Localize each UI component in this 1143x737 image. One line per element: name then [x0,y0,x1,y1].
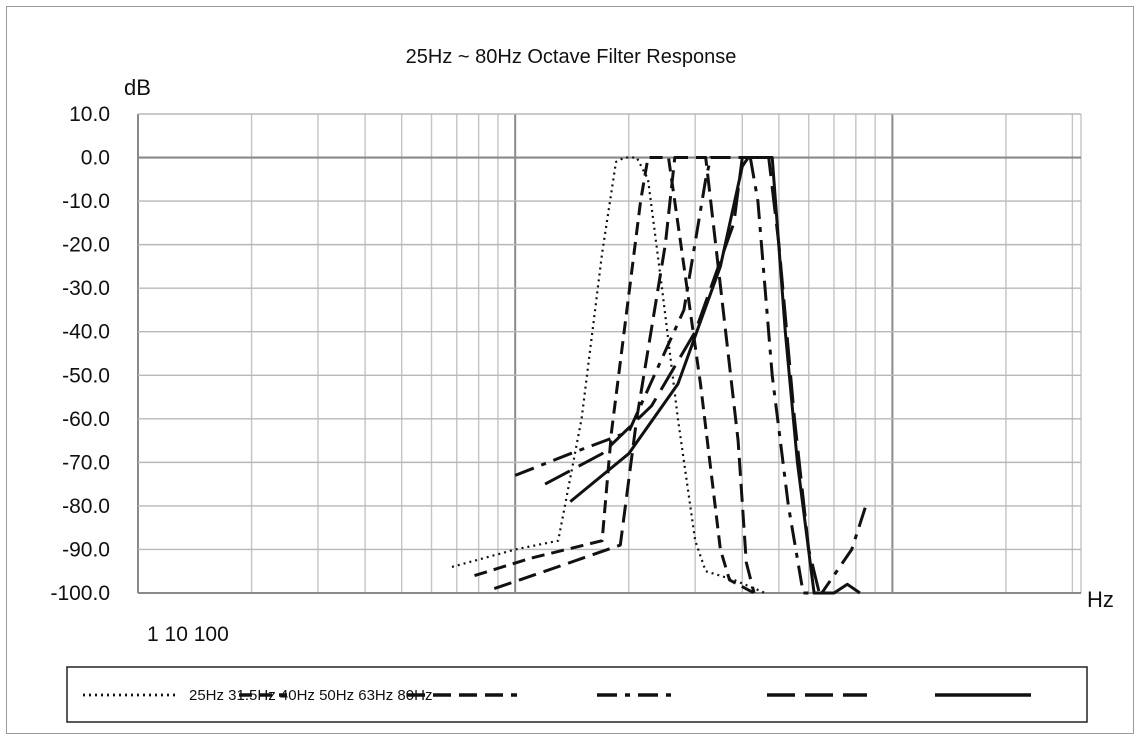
y-tick-label: -40.0 [62,321,110,344]
series-line-80hz [569,156,861,595]
series-line-25hz [451,156,766,595]
y-tick-label: -70.0 [62,451,110,474]
series-line-63hz [544,156,821,594]
y-tick-label: -20.0 [62,234,110,257]
y-axis-label: dB [124,75,151,100]
y-tick-label: -100.0 [50,582,110,605]
y-tick-label: 0.0 [81,147,110,170]
y-tick-label: -60.0 [62,408,110,431]
y-tick-label: -10.0 [62,190,110,213]
y-tick-labels: 10.0 0.0 -10.0 -20.0 -30.0 -40.0 -50.0 -60.0 -70… [50,103,110,605]
legend: 25Hz 31.5Hz 40Hz 50Hz 63Hz 80Hz [66,666,1088,723]
chart-title: 25Hz ~ 80Hz Octave Filter Response [406,46,737,68]
y-tick-label: -90.0 [62,538,110,561]
y-tick-label: -80.0 [62,495,110,518]
x-axis-label: Hz [1087,587,1114,612]
y-tick-label: -30.0 [62,277,110,300]
legend-labels: 25Hz 31.5Hz 40Hz 50Hz 63Hz 80Hz [189,687,432,704]
y-tick-label: -50.0 [62,364,110,387]
series-line-40hz [493,156,756,594]
series-line-31-5hz [474,156,755,595]
chart-frame: 25Hz ~ 80Hz Octave Filter Response dB Hz… [6,6,1134,734]
chart-svg: 25Hz ~ 80Hz Octave Filter Response dB Hz… [50,46,1114,723]
grid [137,113,1082,594]
legend-box [66,666,1088,723]
series-lines [451,156,868,595]
y-tick-label: 10.0 [69,103,110,126]
x-tick-labels: 1 10 100 [147,623,229,646]
